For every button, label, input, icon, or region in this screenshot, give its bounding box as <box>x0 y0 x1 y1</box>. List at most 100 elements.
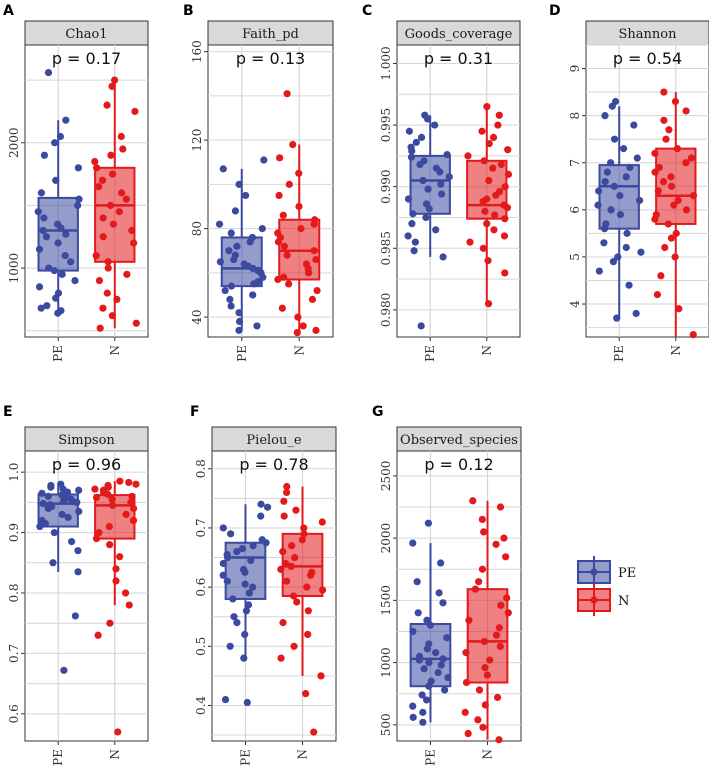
data-point <box>44 492 52 500</box>
y-tick-label: 0.8 <box>7 583 21 602</box>
data-point <box>260 156 268 164</box>
data-point <box>58 510 66 519</box>
data-point <box>51 139 59 147</box>
legend-dot <box>590 596 598 604</box>
data-point <box>104 258 112 266</box>
data-point <box>657 272 665 280</box>
data-point <box>58 270 66 278</box>
data-point <box>489 133 498 142</box>
data-point <box>469 497 477 505</box>
data-point <box>439 599 447 607</box>
y-tick-label: 2000 <box>379 523 393 554</box>
data-point <box>227 229 235 237</box>
data-point <box>671 97 680 106</box>
data-point <box>122 510 130 519</box>
data-point <box>128 492 136 500</box>
data-point <box>654 187 662 195</box>
data-point <box>280 242 288 250</box>
panel-simpson: E Simpson 0.6 0.7 0.8 0.9 1.0 PE Np = 0.96 <box>3 404 149 766</box>
y-tick-label: 9 <box>568 65 582 73</box>
data-point <box>500 201 508 209</box>
data-point <box>233 242 241 250</box>
data-point <box>501 183 509 191</box>
y-tick-label: 1000 <box>7 253 21 284</box>
data-point <box>495 624 503 632</box>
data-point <box>689 331 697 339</box>
data-point <box>483 195 491 203</box>
data-point <box>664 220 672 228</box>
data-point <box>37 189 46 197</box>
data-point <box>277 654 285 662</box>
data-point <box>659 177 668 186</box>
data-point <box>504 609 512 617</box>
data-point <box>419 708 427 716</box>
data-point <box>425 658 433 667</box>
data-point <box>439 253 447 261</box>
data-point <box>64 513 72 522</box>
data-point <box>219 165 227 173</box>
data-point <box>484 257 492 265</box>
data-point <box>298 536 306 544</box>
data-point <box>227 530 235 538</box>
data-point <box>99 214 107 222</box>
data-point <box>279 619 287 627</box>
data-point <box>247 556 255 565</box>
data-point <box>108 501 117 509</box>
data-point <box>235 309 243 317</box>
data-point <box>606 159 615 167</box>
y-tick-label: 5 <box>568 253 582 261</box>
data-point <box>99 233 107 241</box>
data-point <box>42 233 51 241</box>
data-point <box>610 135 619 143</box>
p-value: p = 0.96 <box>52 455 121 474</box>
data-point <box>435 589 443 597</box>
strip-box <box>396 426 522 452</box>
data-point <box>404 232 412 240</box>
data-point <box>497 160 505 169</box>
p-value: p = 0.12 <box>424 455 493 474</box>
legend-dot <box>590 568 598 576</box>
data-point <box>287 562 295 571</box>
data-point <box>226 295 234 303</box>
data-point <box>235 326 243 334</box>
data-point <box>128 226 136 235</box>
data-point <box>276 154 284 162</box>
data-point <box>478 515 486 524</box>
data-point <box>92 493 101 502</box>
data-point <box>44 68 53 77</box>
data-point <box>303 583 311 591</box>
panel-faith-pd: B Faith_pd 40 80 120 160 PE Np = 0.13 <box>183 3 334 362</box>
data-point <box>443 634 451 642</box>
data-point <box>235 180 243 188</box>
x-tick-label: PE <box>612 345 626 362</box>
data-point <box>132 480 140 488</box>
y-tick-label: 80 <box>190 221 204 236</box>
data-point <box>292 506 300 514</box>
data-point <box>74 201 82 210</box>
data-point <box>111 76 119 84</box>
data-point <box>479 723 487 731</box>
data-point <box>420 665 428 673</box>
data-point <box>40 214 48 222</box>
data-point <box>492 540 500 548</box>
data-point <box>291 553 299 562</box>
data-point <box>119 145 127 153</box>
data-point <box>609 258 618 266</box>
x-tick-label: N <box>292 345 306 356</box>
data-point <box>437 661 445 669</box>
data-point <box>106 541 114 549</box>
data-point <box>687 154 695 162</box>
data-point <box>481 207 489 215</box>
data-point <box>293 328 301 337</box>
data-point <box>46 501 54 509</box>
data-point <box>660 116 668 124</box>
data-point <box>670 201 678 209</box>
data-point <box>613 314 621 322</box>
data-point <box>249 583 257 591</box>
data-point <box>35 283 44 291</box>
panel-letter: F <box>190 404 200 420</box>
data-point <box>501 215 509 223</box>
data-point <box>219 524 227 532</box>
data-point <box>317 672 325 680</box>
data-point <box>413 578 421 586</box>
